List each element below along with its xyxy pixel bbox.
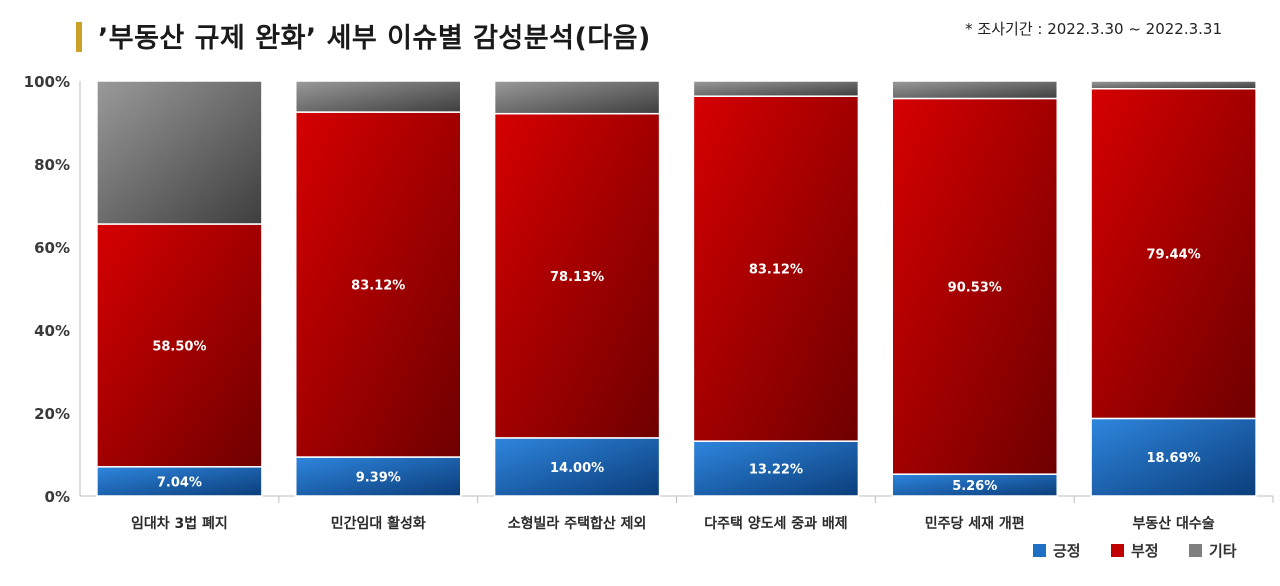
bar-segment-other bbox=[891, 80, 1058, 100]
legend-item-other: 기타 bbox=[1189, 542, 1237, 560]
data-label-positive: 18.69% bbox=[1147, 451, 1201, 466]
bar-segment-other bbox=[1090, 80, 1257, 90]
bar-segment-other bbox=[493, 80, 661, 115]
data-label-negative: 58.50% bbox=[152, 339, 206, 354]
data-label-positive: 7.04% bbox=[157, 475, 202, 490]
y-tick-label: 60% bbox=[34, 239, 70, 257]
legend-swatch bbox=[1033, 544, 1046, 557]
bar-segment-negative bbox=[1090, 88, 1257, 420]
legend-label: 기타 bbox=[1209, 542, 1237, 560]
bar-segment-other bbox=[692, 80, 860, 97]
bar-segment-positive bbox=[692, 440, 860, 497]
bar-segment-negative bbox=[692, 95, 860, 442]
y-tick-label: 20% bbox=[34, 405, 70, 423]
x-category-label: 부동산 대수술 bbox=[1133, 515, 1215, 532]
data-label-negative: 79.44% bbox=[1147, 248, 1201, 263]
y-tick-label: 40% bbox=[34, 322, 70, 340]
bar-segment-positive bbox=[96, 466, 263, 497]
bar-segment-negative bbox=[891, 97, 1058, 475]
bar-segment-negative bbox=[493, 112, 661, 439]
y-tick-label: 100% bbox=[24, 73, 70, 91]
bar-segment-negative bbox=[295, 111, 462, 458]
legend-label: 긍정 bbox=[1053, 542, 1081, 560]
data-label-positive: 5.26% bbox=[952, 479, 997, 494]
data-label-positive: 13.22% bbox=[749, 463, 803, 478]
data-label-negative: 83.12% bbox=[749, 263, 803, 278]
bar-segment-positive bbox=[1090, 417, 1257, 497]
data-label-positive: 14.00% bbox=[550, 461, 604, 476]
title-accent-bar bbox=[76, 22, 82, 52]
x-category-label: 민주당 세재 개편 bbox=[925, 515, 1025, 532]
data-label-negative: 83.12% bbox=[351, 279, 405, 294]
bar-segment-positive bbox=[295, 456, 462, 497]
y-tick-label: 0% bbox=[45, 488, 70, 506]
bar-segment-negative bbox=[96, 223, 263, 468]
data-label-negative: 78.13% bbox=[550, 270, 604, 285]
legend-swatch bbox=[1111, 544, 1124, 557]
survey-period-note: * 조사기간 : 2022.3.30 ~ 2022.3.31 bbox=[965, 20, 1222, 38]
x-category-label: 임대차 3법 폐지 bbox=[131, 516, 228, 532]
bar-segment-other bbox=[96, 80, 263, 225]
legend-item-negative: 부정 bbox=[1111, 542, 1159, 560]
x-category-label: 민간임대 활성화 bbox=[331, 515, 426, 532]
x-category-label: 소형빌라 주택합산 제외 bbox=[508, 515, 647, 532]
data-label-negative: 90.53% bbox=[948, 280, 1002, 295]
bar-segment-positive bbox=[493, 437, 661, 497]
legend-item-positive: 긍정 bbox=[1033, 542, 1081, 560]
y-tick-label: 80% bbox=[34, 156, 70, 174]
x-category-label: 다주택 양도세 중과 배제 bbox=[704, 515, 847, 532]
legend-swatch bbox=[1189, 544, 1202, 557]
bar-segment-other bbox=[295, 80, 462, 113]
chart-title: ’부동산 규제 완화’ 세부 이슈별 감성분석(다음) bbox=[98, 23, 651, 54]
legend-label: 부정 bbox=[1131, 542, 1159, 560]
data-label-positive: 9.39% bbox=[356, 471, 401, 486]
